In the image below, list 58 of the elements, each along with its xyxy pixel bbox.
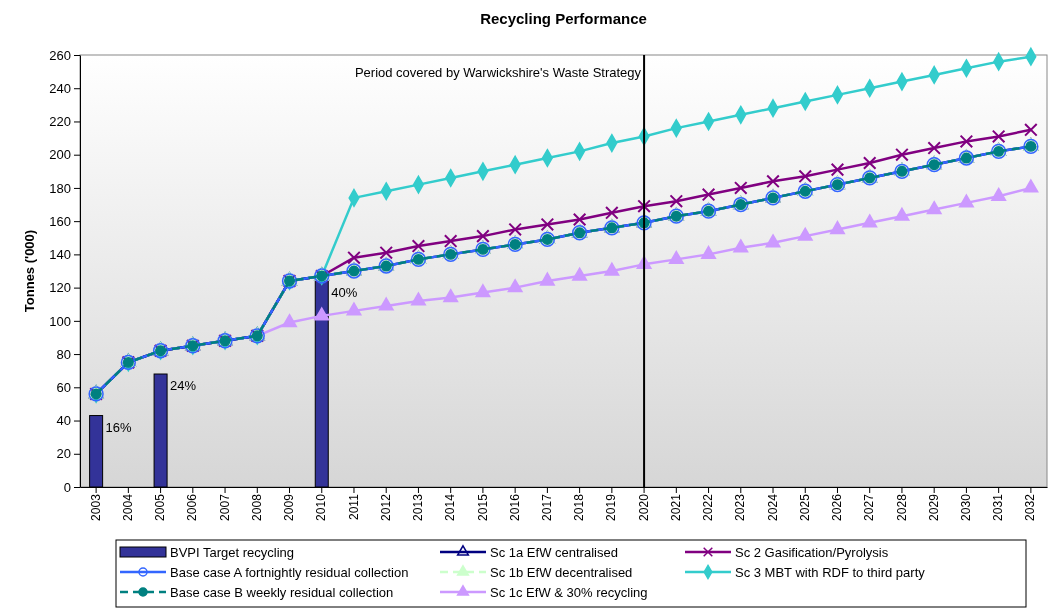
- legend-label: Sc 3 MBT with RDF to third party: [735, 565, 926, 580]
- x-tick-label: 2014: [443, 493, 458, 521]
- chart-title: Recycling Performance: [480, 10, 647, 27]
- annotation: 40%: [331, 284, 358, 300]
- legend-label: Base case B weekly residual collection: [170, 585, 394, 600]
- x-tick-label: 2023: [733, 493, 748, 521]
- x-tick-label: 2018: [572, 493, 587, 521]
- x-tick-label: 2003: [88, 493, 103, 521]
- legend-label: Base case A fortnightly residual collection: [170, 565, 409, 580]
- y-tick-label: 220: [49, 114, 71, 130]
- x-tick-label: 2007: [217, 493, 232, 521]
- x-tick-label: 2004: [120, 493, 135, 521]
- legend-label: Sc 1a EfW centralised: [490, 545, 618, 560]
- x-tick-label: 2010: [314, 493, 329, 521]
- x-tick-label: 2026: [830, 493, 845, 521]
- x-tick-label: 2031: [991, 493, 1006, 521]
- y-tick-label: 80: [56, 346, 71, 362]
- x-tick-label: 2029: [926, 493, 941, 521]
- x-tick-label: 2015: [475, 493, 490, 521]
- x-tick-label: 2009: [282, 493, 297, 521]
- x-tick-label: 2019: [604, 493, 619, 521]
- legend-label: Sc 1b EfW decentralised: [490, 565, 633, 580]
- x-tick-label: 2022: [701, 493, 716, 521]
- y-tick-label: 240: [49, 80, 71, 96]
- legend-label: BVPI Target recycling: [170, 545, 295, 560]
- annotation: 16%: [105, 419, 133, 435]
- x-tick-label: 2030: [959, 493, 974, 521]
- x-tick-label: 2016: [507, 493, 522, 521]
- annotation: 24%: [170, 378, 197, 394]
- x-tick-label: 2025: [797, 493, 812, 521]
- y-tick-label: 20: [56, 446, 71, 462]
- x-tick-label: 2008: [249, 493, 264, 521]
- x-tick-label: 2005: [153, 493, 168, 521]
- y-tick-label: 0: [63, 479, 71, 495]
- x-tick-label: 2032: [1023, 493, 1038, 521]
- x-tick-label: 2012: [378, 493, 393, 521]
- y-axis-title: Tonnes ('000): [22, 229, 37, 313]
- x-tick-label: 2027: [862, 493, 877, 521]
- y-tick-label: 140: [49, 247, 71, 263]
- x-tick-label: 2021: [668, 493, 683, 521]
- x-tick-label: 2013: [411, 493, 426, 521]
- x-tick-label: 2024: [765, 493, 780, 521]
- x-tick-label: 2020: [636, 493, 651, 521]
- x-tick-label: 2006: [185, 493, 200, 521]
- legend-label: Sc 1c EfW & 30% recycling: [490, 585, 648, 600]
- x-tick-label: 2011: [346, 493, 361, 521]
- y-tick-label: 260: [49, 47, 71, 63]
- y-tick-label: 40: [56, 413, 71, 429]
- x-tick-label: 2017: [539, 493, 554, 521]
- x-tick-label: 2028: [894, 493, 909, 521]
- y-tick-label: 120: [49, 280, 71, 296]
- legend-label: Sc 2 Gasification/Pyrolysis: [735, 545, 889, 560]
- y-tick-label: 180: [49, 180, 71, 196]
- y-tick-label: 60: [56, 379, 71, 395]
- y-tick-label: 160: [49, 213, 71, 229]
- ref-line-label: Period covered by Warwickshire's Waste Strategy: [354, 65, 642, 80]
- y-tick-label: 200: [49, 147, 71, 163]
- y-tick-label: 100: [49, 313, 71, 329]
